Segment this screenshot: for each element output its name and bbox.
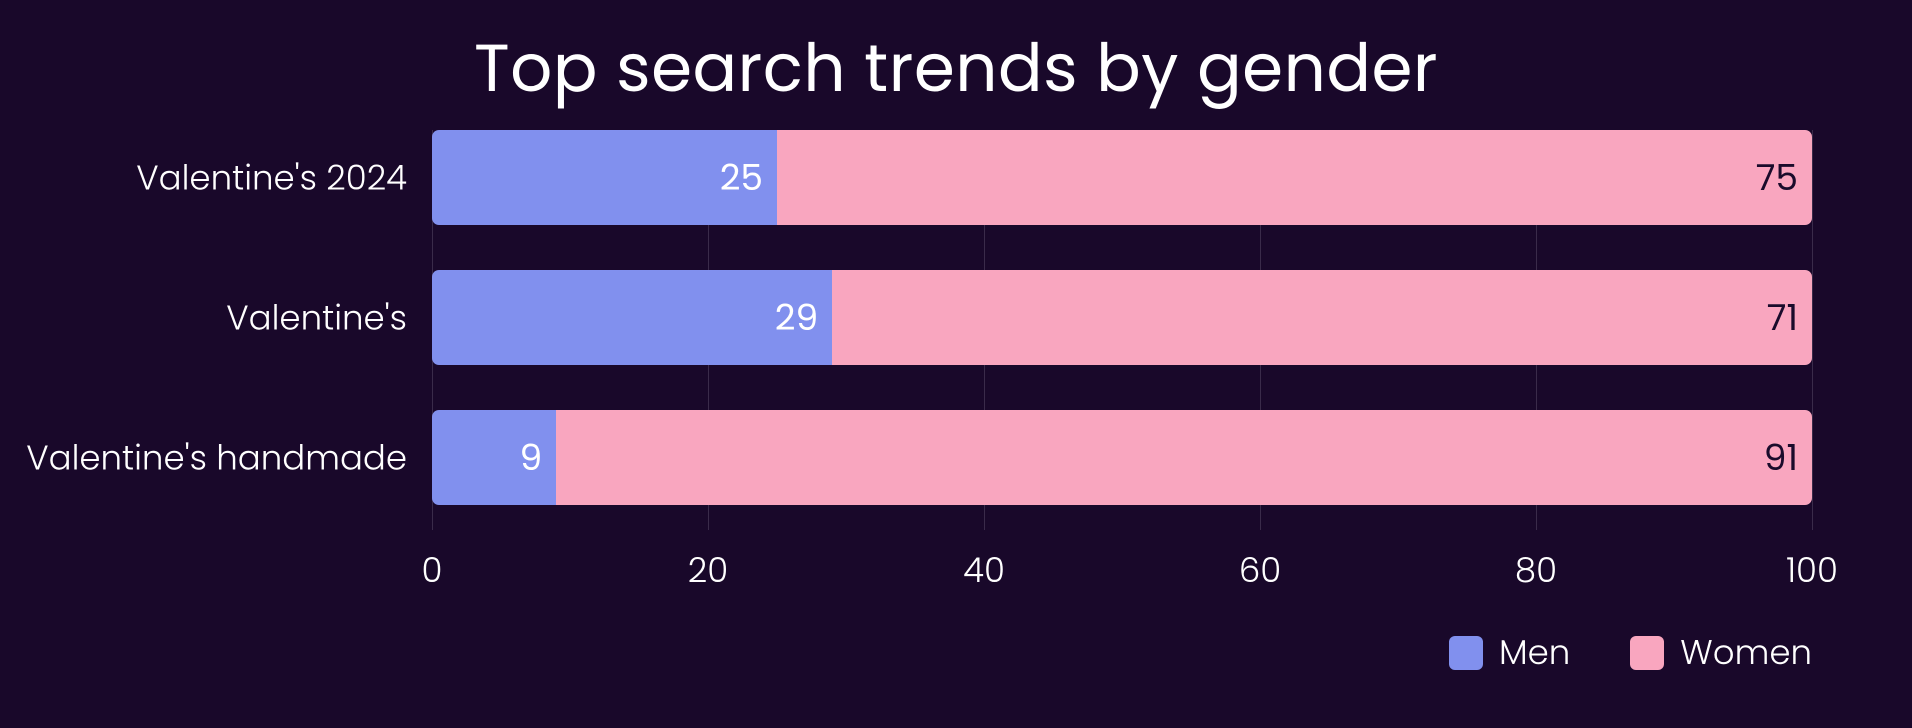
bar-segment-men: 25 (432, 130, 777, 225)
x-tick: 0 (422, 545, 443, 596)
bar-value-women: 75 (1742, 150, 1812, 205)
x-tick: 80 (1515, 545, 1557, 596)
bar-segment-men: 9 (432, 410, 556, 505)
gridline (1812, 130, 1813, 530)
category-label: Valentine's handmade (26, 432, 407, 483)
bar-row: Valentine's handmade 9 91 (432, 410, 1812, 505)
bar-segment-women: 91 (556, 410, 1812, 505)
bar-segment-men: 29 (432, 270, 832, 365)
legend-swatch-men (1449, 636, 1483, 670)
x-axis: 0 20 40 60 80 100 (432, 545, 1812, 595)
category-label: Valentine's 2024 (136, 152, 407, 203)
category-label: Valentine's (226, 292, 407, 343)
legend-item-women: Women (1630, 627, 1812, 678)
legend-label-women: Women (1680, 627, 1812, 678)
x-tick: 20 (688, 545, 728, 596)
legend-item-men: Men (1449, 627, 1570, 678)
bar-value-men: 9 (506, 430, 557, 485)
bar-segment-women: 75 (777, 130, 1812, 225)
plot-area: Valentine's 2024 25 75 Valentine's 29 71… (432, 130, 1812, 530)
bar-value-women: 91 (1750, 430, 1812, 485)
x-tick: 40 (963, 545, 1005, 596)
bar-row: Valentine's 2024 25 75 (432, 130, 1812, 225)
bar-value-women: 71 (1753, 290, 1812, 345)
x-tick: 100 (1786, 545, 1838, 596)
chart-title: Top search trends by gender (0, 20, 1912, 119)
legend: Men Women (1449, 627, 1812, 678)
bar-value-men: 25 (706, 150, 777, 205)
bar-row: Valentine's 29 71 (432, 270, 1812, 365)
x-tick: 60 (1239, 545, 1281, 596)
bar-segment-women: 71 (832, 270, 1812, 365)
search-trends-chart: Top search trends by gender Valentine's … (0, 0, 1912, 728)
bar-value-men: 29 (761, 290, 832, 345)
legend-label-men: Men (1499, 627, 1570, 678)
legend-swatch-women (1630, 636, 1664, 670)
